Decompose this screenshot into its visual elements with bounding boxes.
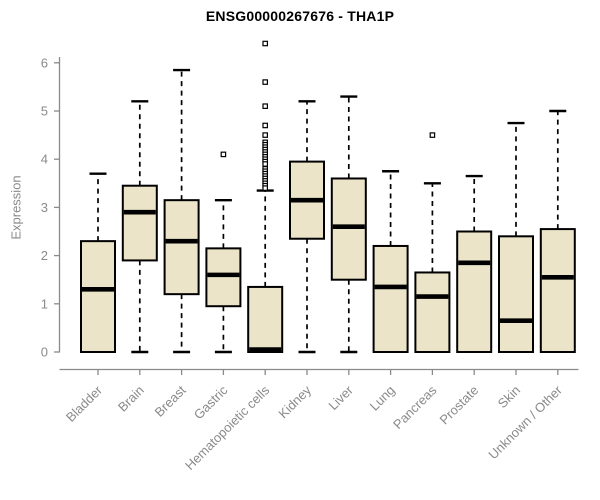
outlier-point-hematopoietic-cells (262, 185, 269, 191)
outlier-point-hematopoietic-cells (262, 103, 269, 109)
y-tick-label: 5 (41, 104, 48, 119)
outlier-point-hematopoietic-cells (262, 132, 269, 138)
box-brain (121, 184, 158, 262)
box-gastric (205, 247, 242, 308)
category-label-skin: Skin (495, 383, 523, 411)
y-tick-label: 2 (41, 248, 48, 263)
y-tick-label: 3 (41, 200, 48, 215)
box-pancreas (414, 271, 451, 353)
category-label-brain: Brain (115, 383, 147, 415)
chart-title: ENSG00000267676 - THA1P (205, 8, 395, 24)
y-tick-label: 1 (41, 296, 48, 311)
category-label-unknown-other: Unknown / Other (485, 382, 565, 462)
category-label-lung: Lung (367, 383, 398, 414)
y-tick-label: 0 (41, 345, 48, 360)
box-unknown-other (539, 228, 576, 353)
category-label-prostate: Prostate (436, 383, 481, 428)
box-prostate (456, 230, 493, 353)
category-label-breast: Breast (152, 382, 189, 419)
box-breast (163, 199, 200, 296)
outlier-point-gastric (220, 151, 227, 158)
category-label-gastric: Gastric (191, 382, 231, 422)
category-label-bladder: Bladder (63, 382, 106, 425)
y-tick-label: 6 (41, 55, 48, 70)
outlier-point-hematopoietic-cells (262, 79, 269, 85)
category-label-pancreas: Pancreas (390, 382, 440, 432)
outlier-point-hematopoietic-cells (262, 161, 269, 167)
box-liver (330, 177, 367, 281)
outlier-point-pancreas (429, 132, 436, 138)
outlier-point-hematopoietic-cells (262, 122, 269, 129)
box-bladder (80, 240, 116, 353)
box-hematopoietic-cells (247, 285, 284, 353)
category-label-kidney: Kidney (275, 382, 314, 421)
y-tick-label: 4 (41, 152, 48, 167)
box-lung (372, 244, 409, 354)
box-skin (498, 235, 534, 354)
outlier-point-hematopoietic-cells (262, 40, 269, 47)
category-label-liver: Liver (325, 382, 356, 413)
